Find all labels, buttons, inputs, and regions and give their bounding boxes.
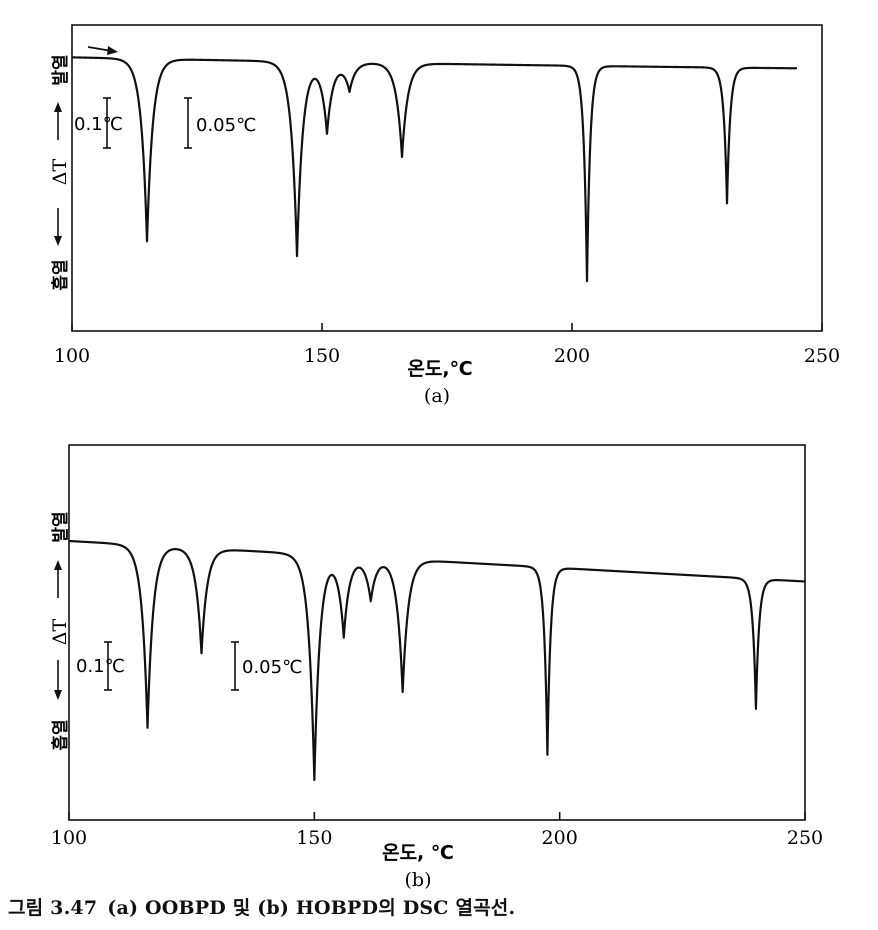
panel-a: 100 150 200 250 온도,℃ (a) 발열 ΔT 흡열 0.1℃ 0.05… [49,24,840,407]
panel-a-x-tick-label-200: 200 [554,345,590,367]
panel-b-x-tick-label-150: 150 [296,827,332,849]
panel-b-scale-bar-01-label: 0.1℃ [76,656,125,677]
panel-a-label: (a) [424,385,450,407]
panel-b: 100 150 200 250 온도, ℃ (b) 발열 ΔT 흡열 0.1℃ 0.0… [49,444,823,891]
panel-a-up-arrow-head [54,102,62,112]
panel-a-x-tick-label-150: 150 [304,345,340,367]
panel-b-scale-bar-005 [231,641,239,691]
panel-a-exo-label: 발열 [51,54,71,85]
panel-a-x-axis-label: 온도,℃ [407,358,472,380]
panel-b-scale-bar-005-label: 0.05℃ [242,657,302,678]
panel-b-x-axis-label: 온도, ℃ [382,842,454,864]
panel-b-x-tick-label-200: 200 [542,827,578,849]
panel-b-x-tick-label-250: 250 [787,827,823,849]
figure-caption-text: (a) OOBPD 및 (b) HOBPD의 DSC 열곡선. [107,897,516,919]
figure-caption: 그림 3.47 (a) OOBPD 및 (b) HOBPD의 DSC 열곡선. [8,893,525,920]
panel-a-scale-bar-01-label: 0.1℃ [74,114,123,135]
panel-a-scale-bar-005-label: 0.05℃ [196,115,256,136]
panel-a-frame [71,24,823,332]
panel-a-endo-label: 흡열 [50,259,71,290]
panel-a-x-ticks: 100 150 200 250 [54,323,840,367]
panel-a-x-tick-label-100: 100 [54,345,90,367]
panel-a-dsc-curve [71,56,798,283]
panel-a-down-arrow-head [54,236,62,246]
panel-b-endo-label: 흡열 [50,719,71,750]
panel-b-frame [68,444,806,821]
figure-caption-label: 그림 3.47 [8,897,98,919]
panel-a-x-tick-label-250: 250 [804,345,840,367]
panel-b-scale-bar-01 [104,641,112,691]
panel-b-x-tick-label-100: 100 [51,827,87,849]
panel-b-up-arrow-head [54,560,62,570]
panel-a-direction-arrow-head [107,46,118,55]
panel-a-scale-bar-01 [103,97,111,149]
panel-b-down-arrow-head [54,690,62,700]
panel-a-scale-bar-005 [184,97,192,149]
panel-b-label: (b) [405,869,432,891]
panel-b-dsc-curve [68,539,806,782]
panel-b-delta-t: ΔT [49,618,71,645]
panel-a-delta-t: ΔT [49,158,71,185]
panel-b-exo-label: 발열 [51,511,71,542]
panel-b-x-ticks: 100 150 200 250 [51,812,823,849]
